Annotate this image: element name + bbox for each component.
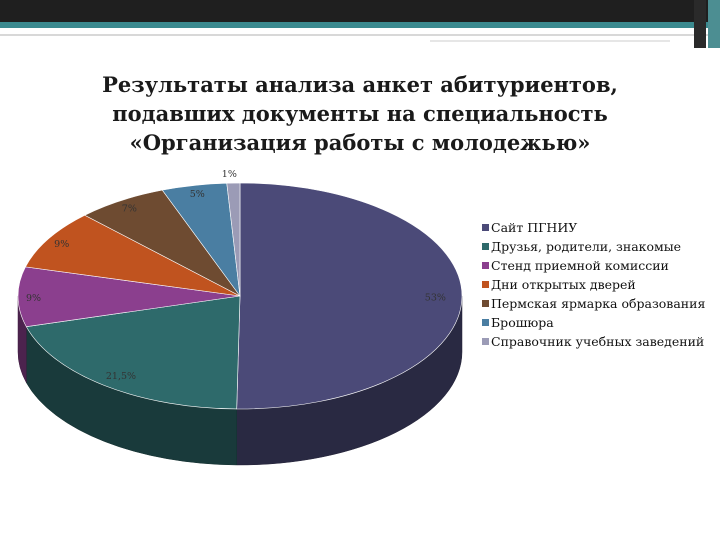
chart-legend: Сайт ПГНИУ Друзья, родители, знакомые Стен… — [482, 218, 705, 351]
legend-swatch — [482, 319, 489, 326]
pie-chart: 53% 21,5% 9% 9% 7% 5% 1% — [17, 170, 463, 466]
legend-swatch — [482, 243, 489, 250]
legend-swatch — [482, 262, 489, 269]
pie-slice — [25, 214, 241, 297]
legend-swatch — [482, 281, 489, 288]
legend-label: Друзья, родители, знакомые — [491, 239, 682, 254]
top-bar — [0, 0, 720, 22]
legend-label: Справочник учебных заведений — [491, 334, 705, 349]
legend-item: Брошюра — [482, 313, 705, 332]
corner-decoration — [694, 0, 706, 48]
legend-item: Дни открытых дверей — [482, 275, 705, 294]
title-line: «Организация работы с молодежью» — [129, 130, 591, 155]
legend-label: Дни открытых дверей — [491, 277, 636, 292]
pie-slice — [226, 182, 241, 297]
pie-slice — [25, 295, 241, 410]
data-label: 53% — [425, 293, 446, 304]
legend-label: Пермская ярмарка образования — [491, 296, 706, 311]
legend-swatch — [482, 300, 489, 307]
data-label: 7% — [122, 203, 137, 214]
legend-swatch — [482, 224, 489, 231]
data-label: 5% — [190, 189, 205, 200]
legend-swatch — [482, 338, 489, 345]
corner-decoration — [708, 0, 720, 48]
legend-item: Стенд приемной комиссии — [482, 256, 705, 275]
data-label: 21,5% — [106, 371, 136, 382]
pie-slice — [17, 266, 241, 328]
legend-label: Сайт ПГНИУ — [491, 220, 578, 235]
data-label: 1% — [222, 170, 237, 180]
legend-item: Справочник учебных заведений — [482, 332, 705, 351]
legend-item: Сайт ПГНИУ — [482, 218, 705, 237]
title-line: Результаты анализа анкет абитуриентов, — [102, 72, 618, 97]
divider-line — [430, 40, 670, 42]
top-stripe — [0, 22, 720, 28]
title-line: подавших документы на специальность — [112, 101, 608, 126]
legend-label: Брошюра — [491, 315, 554, 330]
legend-item: Пермская ярмарка образования — [482, 294, 705, 313]
legend-label: Стенд приемной комиссии — [491, 258, 669, 273]
divider-line — [0, 34, 720, 36]
chart-title: Результаты анализа анкет абитуриентов, п… — [60, 70, 660, 157]
data-label: 9% — [54, 239, 69, 250]
data-label: 9% — [26, 293, 41, 304]
pie-slice — [236, 182, 463, 410]
legend-item: Друзья, родители, знакомые — [482, 237, 705, 256]
